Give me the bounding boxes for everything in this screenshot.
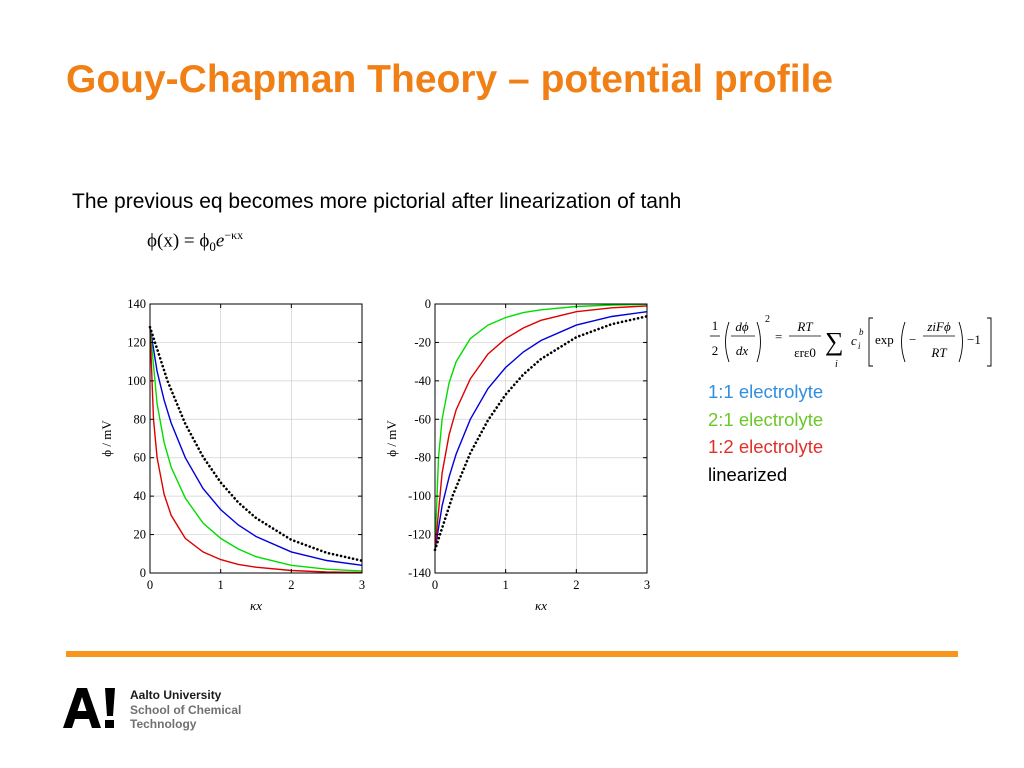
equation-lhs: ϕ(x) = ϕ	[147, 230, 210, 252]
university-name: Aalto University	[130, 688, 222, 702]
series-line-2	[149, 327, 363, 572]
y-tick-label: -20	[414, 335, 431, 349]
footer-divider	[66, 651, 958, 657]
x-axis-label: κx	[535, 598, 547, 613]
y-axis-label: ϕ / mV	[99, 420, 114, 457]
y-tick-label: 20	[134, 528, 147, 542]
formula-exp: exp	[875, 332, 894, 347]
x-tick-label: 2	[288, 578, 294, 592]
formula-conc-sub: i	[858, 341, 861, 351]
slide-subtitle: The previous eq becomes more pictorial a…	[72, 190, 682, 213]
y-tick-label: 120	[127, 335, 146, 349]
electrolyte-legend: 1:1 electrolyte 2:1 electrolyte 1:2 elec…	[708, 378, 823, 488]
plot-frame	[149, 303, 363, 574]
formula-half-den: 2	[712, 343, 719, 358]
y-tick-label: -120	[408, 528, 431, 542]
series-line-4	[148, 325, 364, 563]
x-tick-label: 0	[147, 578, 153, 592]
plot-area	[435, 304, 647, 573]
formula-minus: −	[909, 332, 916, 347]
school-line-2: Technology	[130, 717, 197, 731]
y-tick-label: -140	[408, 566, 431, 580]
y-tick-label: -40	[414, 374, 431, 388]
y-tick-label: 60	[134, 451, 147, 465]
x-tick-label: 1	[218, 578, 224, 592]
aalto-logo	[63, 686, 121, 730]
plot-area	[150, 304, 362, 573]
y-tick-label: 80	[134, 412, 147, 426]
chart-negative-potential: 0 -20 -40 -60 -80 -100 -120 -140 0 1 2 3 κx ϕ / mV	[380, 292, 660, 627]
legend-item-1-2: 1:2 electrolyte	[708, 436, 824, 457]
poisson-boltzmann-formula: 1 2 dϕ dx 2 = RT εrε0 ∑ i c i b exp − zi…	[705, 312, 1005, 377]
equation-exponent: −κx	[224, 228, 244, 242]
chart-positive-svg: 0 20 40 60 80 100 120 140 0 1 2 3 κx ϕ / mV	[99, 297, 365, 613]
formula-conc: c	[851, 333, 857, 348]
formula-zf-den: RT	[930, 345, 947, 360]
y-tick-label: 0	[140, 566, 146, 580]
y-tick-label: -80	[414, 451, 431, 465]
x-tick-label: 1	[503, 578, 509, 592]
legend-item-1-1: 1:1 electrolyte	[708, 381, 824, 402]
x-tick-label: 2	[573, 578, 579, 592]
aalto-logo-icon	[63, 688, 115, 728]
series-line-4	[433, 314, 649, 552]
formula-half-num: 1	[712, 318, 719, 333]
y-axis-label: ϕ / mV	[384, 420, 399, 457]
formula-zf-num: ziFϕ	[926, 319, 951, 334]
x-tick-label: 3	[359, 578, 365, 592]
formula-d-num: dϕ	[735, 319, 749, 334]
legend-item-linearized: linearized	[708, 463, 788, 485]
formula-sum-index: i	[835, 359, 838, 370]
university-block: Aalto University School of Chemical Tech…	[130, 688, 241, 732]
formula-sum: ∑	[825, 327, 844, 356]
x-axis-label: κx	[250, 598, 262, 613]
linearized-equation: ϕ(x) = ϕ0e−κx	[147, 228, 243, 255]
formula-conc-sup: b	[859, 327, 864, 337]
legend-item-2-1: 2:1 electrolyte	[708, 408, 824, 430]
y-tick-label: 100	[127, 374, 146, 388]
chart-positive-potential: 0 20 40 60 80 100 120 140 0 1 2 3 κx ϕ / mV	[95, 292, 375, 627]
x-tick-label: 3	[644, 578, 650, 592]
formula-svg: 1 2 dϕ dx 2 = RT εrε0 ∑ i c i b exp − zi…	[710, 314, 992, 370]
equation-base: e	[215, 230, 225, 252]
y-tick-label: -60	[414, 412, 431, 426]
y-tick-label: -100	[408, 489, 431, 503]
x-tick-label: 0	[432, 578, 438, 592]
formula-minus-one: −1	[967, 332, 981, 347]
series-line-1	[434, 311, 648, 551]
slide-title: Gouy-Chapman Theory – potential profile	[66, 58, 834, 101]
plot-frame	[434, 303, 648, 574]
school-line-1: School of Chemical	[130, 702, 242, 717]
y-tick-label: 0	[425, 297, 431, 311]
formula-rt-den: εrε0	[794, 345, 816, 360]
y-tick-label: 140	[127, 297, 146, 311]
formula-d-den: dx	[736, 343, 749, 358]
y-tick-label: 40	[134, 489, 147, 503]
formula-equals: =	[775, 329, 782, 344]
formula-rt-num: RT	[796, 319, 813, 334]
equation-subscript: 0	[209, 239, 216, 255]
formula-power: 2	[765, 314, 770, 325]
series-line-3	[434, 305, 648, 550]
series-line-1	[149, 326, 363, 566]
